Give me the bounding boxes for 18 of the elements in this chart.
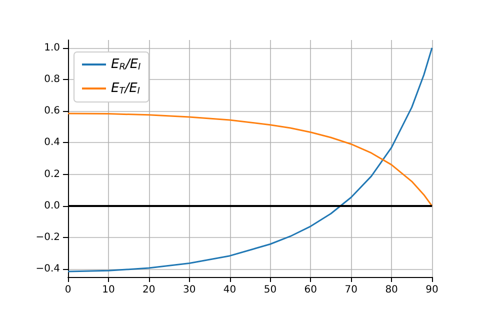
y-tick-label: 0.2 [44, 168, 60, 180]
y-tick-label: 0.0 [44, 200, 60, 212]
y-tick-label: 0.8 [44, 74, 60, 85]
y-tick-label: 0.6 [44, 106, 60, 117]
x-tick-label: 40 [223, 284, 236, 296]
x-tick-label: 70 [344, 284, 358, 296]
y-tick-label: 0.4 [44, 137, 60, 148]
x-tick-label: 10 [102, 284, 115, 296]
x-tick-label: 0 [64, 284, 72, 296]
y-tick-label: −0.4 [36, 264, 60, 275]
x-tick-label: 60 [304, 284, 318, 296]
x-tick-label: 80 [385, 284, 398, 296]
x-tick-label: 30 [182, 284, 196, 296]
x-tick-label: 20 [142, 284, 156, 296]
y-tick-label: 1.0 [44, 42, 60, 54]
x-tick-label: 50 [264, 284, 277, 296]
y-tick-label: −0.2 [36, 232, 60, 243]
x-tick-label: 90 [426, 284, 438, 296]
